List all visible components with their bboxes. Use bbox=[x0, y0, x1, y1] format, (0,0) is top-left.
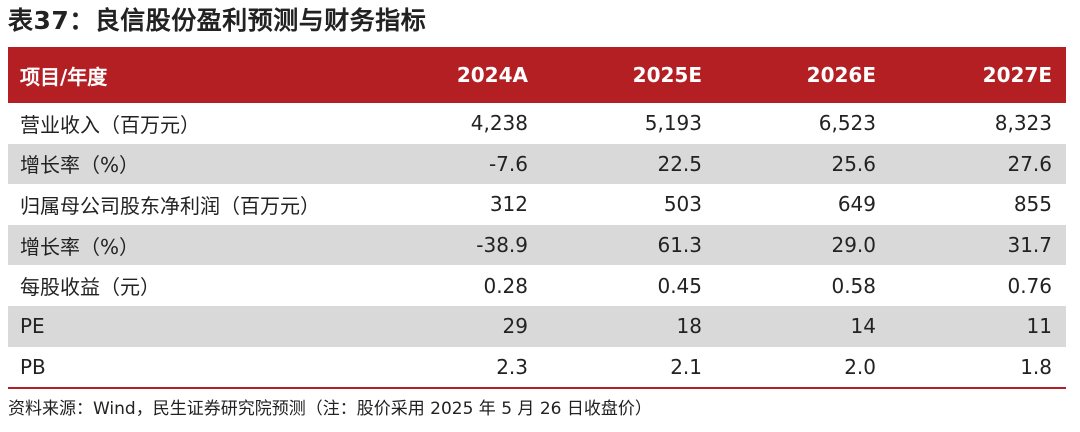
table-cell: 1.8 bbox=[1020, 354, 1052, 379]
table-row: 归属母公司股东净利润（百万元） 312 503 649 855 bbox=[8, 184, 1066, 225]
header-2024a: 2024A bbox=[456, 63, 528, 87]
table-row: 增长率（%） -7.6 22.5 25.6 27.6 bbox=[8, 143, 1066, 185]
row-label: 营业收入（百万元） bbox=[20, 112, 200, 137]
table-cell: 61.3 bbox=[657, 233, 702, 258]
header-row: 项目/年度 2024A 2025E 2026E 2027E bbox=[8, 47, 1066, 103]
table-cell: 18 bbox=[676, 314, 702, 339]
table-cell: 27.6 bbox=[1007, 151, 1052, 176]
table-cell: 0.58 bbox=[831, 273, 876, 298]
financial-forecast-table: 项目/年度 2024A 2025E 2026E 2027E 营业收入（百万元） … bbox=[8, 47, 1066, 387]
table-cell: 0.28 bbox=[483, 273, 528, 298]
row-label: PE bbox=[20, 314, 45, 339]
table-title: 表37：良信股份盈利预测与财务指标 bbox=[8, 6, 427, 35]
table-cell: 11 bbox=[1026, 314, 1052, 339]
table-row: 每股收益（元） 0.28 0.45 0.58 0.76 bbox=[8, 265, 1066, 306]
table-cell: 6,523 bbox=[818, 111, 876, 136]
table-cell: 14 bbox=[850, 314, 876, 339]
table-cell: 649 bbox=[837, 192, 876, 217]
table-cell: 29.0 bbox=[831, 233, 876, 258]
table-cell: 2.0 bbox=[844, 354, 876, 379]
table-cell: 8,323 bbox=[994, 111, 1052, 136]
table-cell: 503 bbox=[663, 192, 702, 217]
table-cell: 5,193 bbox=[644, 111, 702, 136]
header-2025e: 2025E bbox=[632, 63, 702, 87]
row-label: 每股收益（元） bbox=[20, 275, 160, 300]
table-row: 营业收入（百万元） 4,238 5,193 6,523 8,323 bbox=[8, 103, 1066, 144]
table-bottom-rule bbox=[8, 387, 1066, 389]
row-label: PB bbox=[20, 354, 46, 379]
header-item-year: 项目/年度 bbox=[20, 64, 108, 89]
table-cell: 29 bbox=[502, 314, 528, 339]
row-label: 归属母公司股东净利润（百万元） bbox=[20, 193, 320, 218]
table-cell: 855 bbox=[1013, 192, 1052, 217]
table-cell: 4,238 bbox=[470, 111, 528, 136]
table-cell: 312 bbox=[489, 192, 528, 217]
table-row: 增长率（%） -38.9 61.3 29.0 31.7 bbox=[8, 224, 1066, 266]
table-cell: 0.45 bbox=[657, 273, 702, 298]
table-cell: 31.7 bbox=[1007, 233, 1052, 258]
table-cell: -38.9 bbox=[476, 233, 528, 258]
table-cell: -7.6 bbox=[488, 151, 528, 176]
header-2026e: 2026E bbox=[806, 63, 876, 87]
row-label: 增长率（%） bbox=[20, 153, 140, 178]
table-cell: 25.6 bbox=[831, 151, 876, 176]
table-cell: 2.3 bbox=[496, 354, 528, 379]
table-row: PE 29 18 14 11 bbox=[8, 305, 1066, 347]
table-cell: 2.1 bbox=[670, 354, 702, 379]
header-2027e: 2027E bbox=[982, 63, 1052, 87]
row-label: 增长率（%） bbox=[20, 234, 140, 259]
table-cell: 0.76 bbox=[1007, 273, 1052, 298]
source-note: 资料来源：Wind，民生证券研究院预测（注：股价采用 2025 年 5 月 26… bbox=[8, 399, 652, 419]
table-row: PB 2.3 2.1 2.0 1.8 bbox=[8, 347, 1066, 388]
table-cell: 22.5 bbox=[657, 151, 702, 176]
